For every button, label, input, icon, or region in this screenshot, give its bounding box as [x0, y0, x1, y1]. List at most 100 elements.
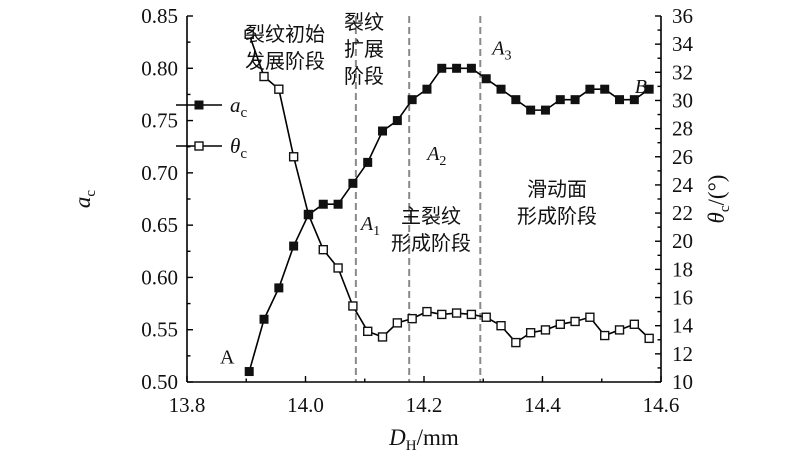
a-c-point [378, 126, 388, 136]
a-c-point [615, 95, 625, 105]
legend: ac θc [176, 93, 248, 162]
theta-c-point [422, 306, 432, 317]
theta-c-point [259, 71, 269, 82]
y-right-tick-label: 10 [672, 370, 693, 394]
a-c-point [452, 63, 462, 73]
legend-label-main: a [230, 93, 241, 117]
y-left-tick-label: 0.85 [141, 4, 178, 28]
theta-c-point [540, 325, 551, 335]
y-right-tick-label: 24 [672, 173, 694, 197]
y-right-tick-label: 22 [672, 201, 693, 225]
point-label: A2 [425, 143, 446, 169]
theta-c-point [600, 330, 610, 341]
y-right-tick-label: 30 [672, 88, 693, 112]
y-right-tick-label: 20 [672, 229, 693, 253]
theta-c-point [288, 152, 299, 162]
a-c-point [259, 314, 269, 324]
y-left-tick-label: 0.70 [141, 161, 178, 185]
a-c-point [303, 210, 313, 220]
a-c-point [526, 105, 536, 115]
point-label: A3 [490, 37, 511, 63]
theta-c-line [248, 34, 650, 344]
stage-divider-lines [354, 16, 482, 382]
theta-c-point [614, 325, 625, 335]
point-label-main: A [359, 213, 374, 235]
a-c-point [570, 95, 580, 105]
y-left-axis-title: ac [70, 190, 99, 209]
theta-c-point [644, 333, 654, 344]
y-left-tick-label: 0.50 [141, 370, 178, 394]
x-axis-title: DH/mm [388, 425, 459, 454]
stage-label-line: 形成阶段 [391, 231, 471, 255]
theta-c-point [496, 320, 506, 331]
theta-c-point [451, 308, 462, 318]
y-right-axis-title-sub: c [717, 205, 733, 212]
a-c-point [511, 95, 521, 105]
x-axis-title-unit: /mm [417, 425, 459, 450]
x-tick-label: 14.4 [524, 393, 561, 417]
legend-label: ac [230, 93, 248, 121]
y-right-tick-label: 26 [672, 145, 693, 169]
a-c-point [289, 241, 299, 251]
x-tick-label: 13.8 [169, 393, 206, 417]
point-label-main: A [425, 143, 440, 165]
y-right-tick-label: 18 [672, 257, 693, 281]
y-left-axis-title-sub: c [83, 190, 99, 197]
y-right-axis-title-main: θ [704, 212, 729, 223]
y-right-tick-label: 32 [672, 60, 693, 84]
theta-c-point [392, 318, 403, 328]
stage-label-line: 扩展 [344, 37, 384, 61]
theta-c-point [437, 309, 447, 320]
y-right-tick-label: 36 [672, 4, 693, 28]
y-right-tick-label: 28 [672, 117, 693, 141]
y-right-title-group: θc/(°) [704, 175, 733, 224]
legend-label-sub: c [240, 146, 247, 162]
a-c-point [274, 283, 284, 293]
a-c-point [437, 63, 447, 73]
stage-label-line: 发展阶段 [245, 49, 325, 73]
point-label-sub: 3 [505, 48, 512, 63]
a-c-point [481, 74, 491, 84]
point-label: A [220, 347, 235, 369]
y-left-tick-label: 0.80 [141, 56, 178, 80]
annotations: AA1A2A3B裂纹初始发展阶段裂纹扩展阶段主裂纹形成阶段滑动面形成阶段DH/m… [70, 10, 733, 454]
x-tick-label: 14.6 [643, 393, 680, 417]
x-tick-label: 14.0 [287, 393, 324, 417]
theta-c-point [466, 309, 477, 320]
x-axis-title-sub: H [406, 438, 417, 454]
legend-label-main: θ [230, 134, 240, 158]
a-c-point [629, 95, 639, 105]
theta-c-point [511, 337, 521, 348]
y-right-tick-label: 12 [672, 342, 693, 366]
y-right-axis-title: θc/(°) [704, 175, 733, 224]
point-label-main: A [490, 37, 505, 59]
theta-c-point [348, 301, 358, 311]
legend-theta-c-marker [194, 141, 204, 151]
a-c-point [392, 116, 402, 126]
y-right-tick-label: 16 [672, 286, 693, 310]
a-c-point [407, 95, 417, 105]
a-c-point [540, 105, 550, 115]
series-layer [244, 29, 654, 377]
axis-ticks: 13.8 14.0 14.2 14.4 14.6 0.50 0.55 0.60 0.65 0.70… [141, 4, 693, 417]
theta-c-point [525, 328, 536, 338]
theta-c-point [585, 312, 595, 322]
point-label-sub: 1 [373, 224, 380, 239]
theta-c-point [629, 319, 640, 329]
theta-c-point [481, 312, 491, 322]
theta-c-point [244, 29, 254, 39]
y-left-tick-label: 0.65 [141, 213, 178, 237]
stage-label-line: 阶段 [344, 64, 384, 88]
y-right-tick-label: 34 [672, 32, 694, 56]
theta-c-point [555, 319, 565, 329]
a-c-point [555, 95, 565, 105]
point-label-main: A [220, 347, 235, 369]
a-c-point [644, 84, 654, 94]
point-label: B [635, 76, 647, 98]
x-tick-label: 14.2 [406, 393, 443, 417]
y-left-tick-label: 0.60 [141, 265, 178, 289]
theta-c-point [318, 244, 328, 255]
point-label-sub: 2 [439, 154, 446, 169]
a-c-point [363, 157, 373, 167]
